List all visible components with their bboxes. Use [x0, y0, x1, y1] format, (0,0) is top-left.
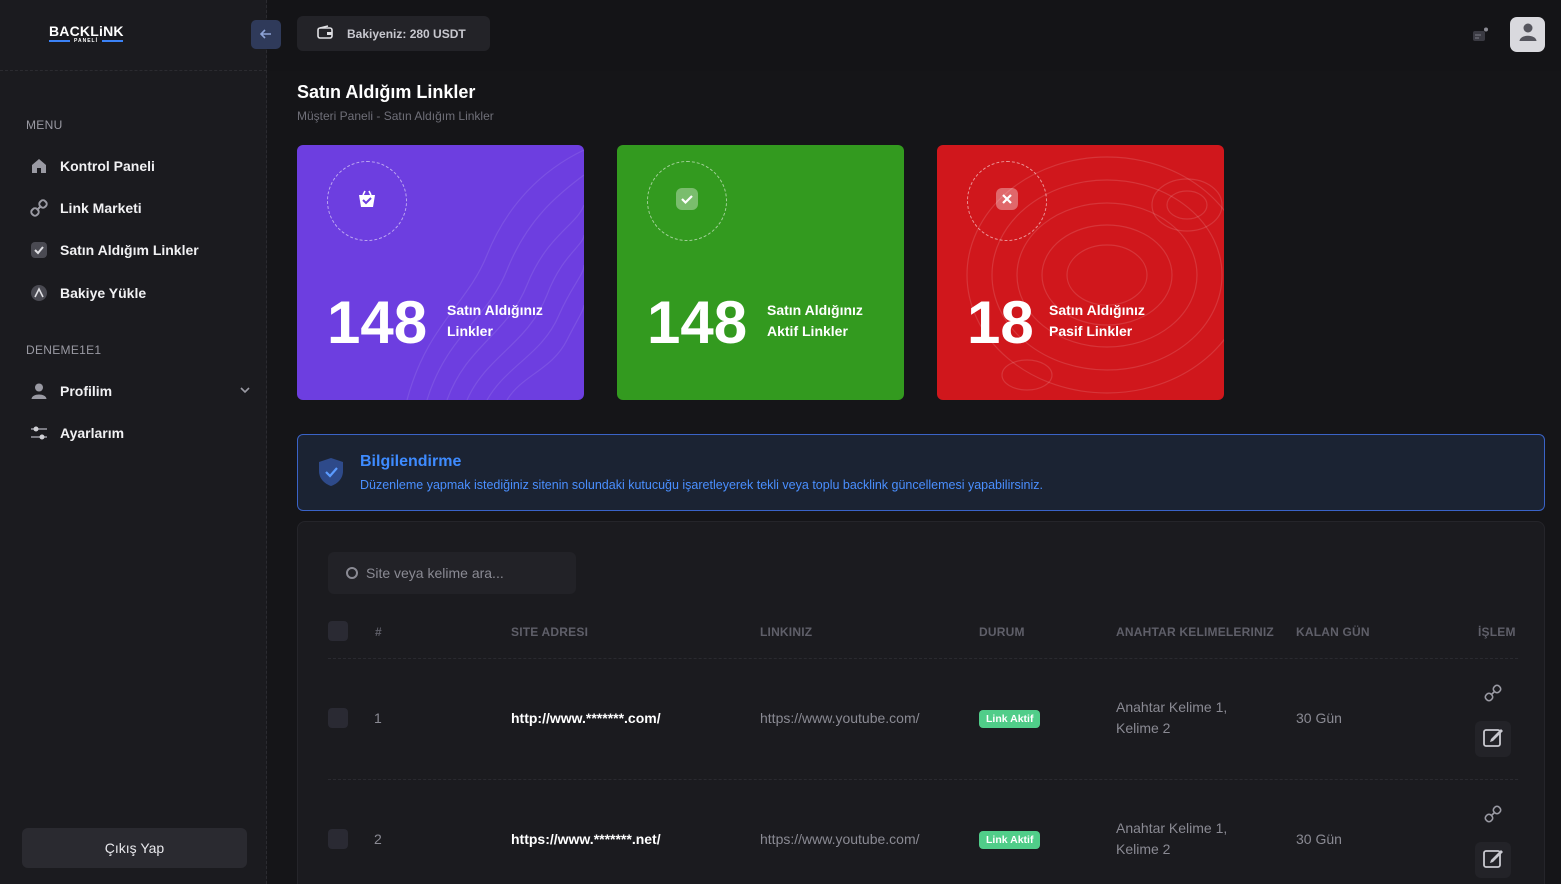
column-header-days[interactable]: KALAN GÜN: [1296, 625, 1370, 639]
stat-value: 18: [967, 289, 1034, 356]
row-checkbox[interactable]: [328, 708, 348, 728]
info-title: Bilgilendirme: [360, 453, 462, 470]
sidebar-item-label: Kontrol Paneli: [60, 158, 155, 174]
user-icon: [1518, 22, 1538, 47]
logo-row: BACKLiNK PANELİ: [0, 0, 267, 71]
stat-value: 148: [647, 289, 748, 356]
wallet-icon: [317, 25, 333, 42]
edit-button[interactable]: [1475, 842, 1511, 878]
column-header-actions: İŞLEM: [1478, 625, 1516, 639]
stat-label: Satın Aldığınız Linkler: [447, 302, 543, 339]
topo-pattern: [406, 149, 584, 400]
sidebar-item-kontrol-paneli[interactable]: Kontrol Paneli: [30, 154, 250, 178]
sidebar-item-satin-aldigim-linkler[interactable]: Satın Aldığım Linkler: [30, 238, 250, 262]
divider: [328, 779, 1518, 780]
divider: [328, 658, 1518, 659]
status-badge: Link Aktif: [979, 831, 1041, 849]
stat-label: Satın Aldığınız Aktif Linkler: [767, 302, 863, 339]
user-heading: DENEME1E1: [26, 343, 102, 357]
column-header-number: #: [375, 625, 382, 639]
wallet-icon: [30, 284, 48, 302]
column-header-keywords[interactable]: ANAHTAR KELIMELERINIZ: [1116, 625, 1274, 639]
sidebar-item-link-marketi[interactable]: Link Marketi: [30, 196, 250, 220]
notification-icon[interactable]: [1472, 27, 1488, 43]
select-all-checkbox[interactable]: [328, 621, 348, 641]
user-icon: [30, 382, 48, 400]
stat-icon-ring: [327, 161, 407, 241]
topo-pattern: [966, 156, 1224, 394]
row-checkbox[interactable]: [328, 829, 348, 849]
site-address[interactable]: http://www.*******.com/: [511, 710, 661, 726]
menu-heading: MENU: [26, 118, 63, 132]
arrow-left-icon: [259, 27, 272, 42]
sidebar-item-label: Profilim: [60, 383, 113, 399]
column-header-link[interactable]: LINKINIZ: [760, 625, 813, 639]
edit-button[interactable]: [1475, 721, 1511, 757]
remaining-days: 30 Gün: [1296, 831, 1342, 847]
backlink-url[interactable]: https://www.youtube.com/: [760, 710, 920, 726]
info-description: Düzenleme yapmak istediğiniz sitenin sol…: [360, 478, 1043, 492]
link-action-button[interactable]: [1475, 798, 1511, 834]
search-placeholder: Site veya kelime ara...: [366, 565, 504, 581]
stat-icon-ring: [967, 161, 1047, 241]
keywords: Anahtar Kelime 1, Kelime 2: [1116, 699, 1228, 736]
balance-label: Bakiyeniz: 280 USDT: [347, 26, 466, 41]
topbar: Bakiyeniz: 280 USDT: [267, 0, 1561, 71]
row-number: 2: [374, 831, 382, 847]
stat-card-total: 148 Satın Aldığınız Linkler: [297, 145, 584, 400]
logo[interactable]: BACKLiNK PANELİ: [49, 23, 139, 47]
edit-icon: [1482, 726, 1504, 753]
link-icon: [1484, 683, 1502, 707]
link-action-button[interactable]: [1475, 677, 1511, 713]
backlink-url[interactable]: https://www.youtube.com/: [760, 831, 920, 847]
close-icon: [995, 187, 1019, 216]
home-icon: [30, 157, 48, 175]
logo-subtext: PANELİ: [49, 38, 123, 44]
breadcrumb: Müşteri Paneli - Satın Aldığım Linkler: [297, 109, 494, 123]
links-table-panel: Site veya kelime ara... # SITE ADRESI LI…: [297, 521, 1545, 884]
sidebar-item-bakiye-yukle[interactable]: Bakiye Yükle: [30, 281, 250, 305]
sidebar-item-ayarlarim[interactable]: Ayarlarım: [30, 421, 250, 445]
page-title: Satın Aldığım Linkler: [297, 82, 476, 102]
logo-text: BACKLiNK: [49, 23, 124, 39]
shield-check-icon: [318, 457, 344, 492]
sidebar-item-label: Link Marketi: [60, 200, 142, 216]
edit-icon: [1482, 847, 1504, 874]
link-icon: [1484, 804, 1502, 828]
row-number: 1: [374, 710, 382, 726]
stat-value: 148: [327, 289, 428, 356]
site-address[interactable]: https://www.*******.net/: [511, 831, 661, 847]
sidebar-collapse-button[interactable]: [251, 20, 281, 49]
sidebar-item-profilim[interactable]: Profilim: [30, 379, 250, 403]
sidebar-item-label: Satın Aldığım Linkler: [60, 242, 199, 258]
keywords: Anahtar Kelime 1, Kelime 2: [1116, 820, 1228, 857]
link-icon: [30, 199, 48, 217]
logout-button[interactable]: Çıkış Yap: [22, 828, 247, 868]
sidebar: BACKLiNK PANELİ MENU Kontrol Paneli Link…: [0, 0, 267, 884]
stat-label: Satın Aldığınız Pasif Linkler: [1049, 302, 1145, 339]
column-header-site[interactable]: SITE ADRESI: [511, 625, 589, 639]
stat-card-passive: 18 Satın Aldığınız Pasif Linkler: [937, 145, 1224, 400]
settings-icon: [30, 424, 48, 442]
balance-display[interactable]: Bakiyeniz: 280 USDT: [297, 16, 490, 51]
check-icon: [675, 187, 699, 216]
status-badge: Link Aktif: [979, 710, 1041, 728]
sidebar-item-label: Ayarlarım: [60, 425, 125, 441]
remaining-days: 30 Gün: [1296, 710, 1342, 726]
stat-card-active: 148 Satın Aldığınız Aktif Linkler: [617, 145, 904, 400]
sidebar-item-label: Bakiye Yükle: [60, 285, 147, 301]
stat-icon-ring: [647, 161, 727, 241]
avatar[interactable]: [1510, 17, 1545, 52]
info-notice: Bilgilendirme Düzenleme yapmak istediğin…: [297, 434, 1545, 511]
chevron-down-icon[interactable]: [240, 385, 250, 398]
check-icon: [30, 241, 48, 259]
basket-icon: [356, 188, 378, 215]
search-icon: [346, 567, 358, 579]
column-header-status[interactable]: DURUM: [979, 625, 1025, 639]
search-input[interactable]: Site veya kelime ara...: [328, 552, 576, 594]
